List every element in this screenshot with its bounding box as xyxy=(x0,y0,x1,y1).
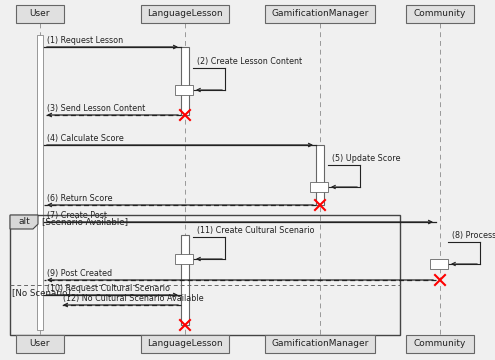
Bar xyxy=(16,5,64,23)
Text: Community: Community xyxy=(414,9,466,18)
Text: LanguageLesson: LanguageLesson xyxy=(147,9,223,18)
Text: Community: Community xyxy=(414,339,466,348)
Bar xyxy=(181,235,189,325)
Text: (6) Return Score: (6) Return Score xyxy=(47,194,112,203)
Text: User: User xyxy=(30,339,50,348)
Text: alt: alt xyxy=(18,217,30,226)
Bar xyxy=(175,85,193,95)
Bar xyxy=(175,254,193,264)
Bar xyxy=(406,5,474,23)
Text: (10) Request Cultural Scenario: (10) Request Cultural Scenario xyxy=(47,284,170,293)
Bar xyxy=(265,5,375,23)
Text: (7) Create Post: (7) Create Post xyxy=(47,211,107,220)
Text: GamificationManager: GamificationManager xyxy=(271,339,369,348)
Text: (11) Create Cultural Scenario: (11) Create Cultural Scenario xyxy=(197,226,314,235)
Bar xyxy=(406,335,474,353)
Bar xyxy=(141,335,229,353)
Bar xyxy=(10,215,400,335)
Text: (3) Send Lesson Content: (3) Send Lesson Content xyxy=(47,104,145,113)
Text: (4) Calculate Score: (4) Calculate Score xyxy=(47,134,124,143)
Text: (8) Process Post: (8) Process Post xyxy=(452,231,495,240)
Text: LanguageLesson: LanguageLesson xyxy=(147,339,223,348)
Bar xyxy=(310,182,328,192)
Bar xyxy=(181,47,189,115)
Text: (2) Create Lesson Content: (2) Create Lesson Content xyxy=(197,57,302,66)
Text: [Scenario Available]: [Scenario Available] xyxy=(42,217,128,226)
Text: (5) Update Score: (5) Update Score xyxy=(332,154,400,163)
Bar xyxy=(16,335,64,353)
Bar xyxy=(37,35,43,330)
Text: (12) No Cultural Scenario Available: (12) No Cultural Scenario Available xyxy=(63,294,203,303)
Text: (9) Post Created: (9) Post Created xyxy=(47,269,112,278)
Polygon shape xyxy=(10,215,38,229)
Text: [No Scenario]: [No Scenario] xyxy=(12,288,71,297)
Text: GamificationManager: GamificationManager xyxy=(271,9,369,18)
Bar xyxy=(430,259,448,269)
Text: User: User xyxy=(30,9,50,18)
Bar xyxy=(265,335,375,353)
Bar xyxy=(141,5,229,23)
Bar xyxy=(316,145,324,205)
Text: (1) Request Lesson: (1) Request Lesson xyxy=(47,36,123,45)
